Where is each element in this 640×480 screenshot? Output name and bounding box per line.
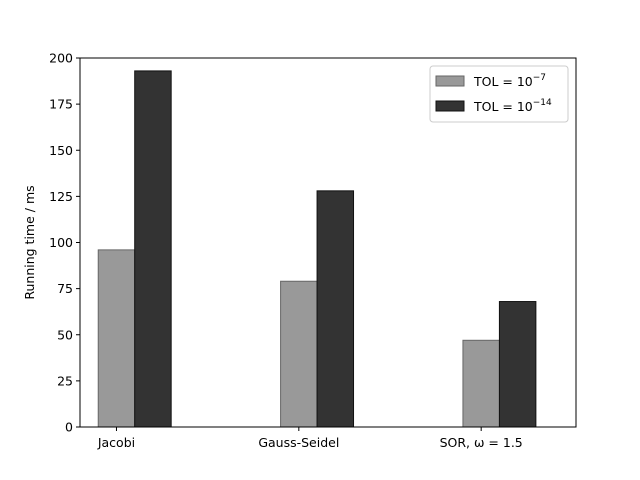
legend-label-2: TOL = 10−14 — [473, 98, 552, 114]
y-tick-label: 200 — [49, 51, 73, 66]
legend-label-exponent: −14 — [533, 98, 552, 108]
legend-label-exponent: −7 — [533, 73, 546, 83]
bar-series-1-1 — [280, 280, 318, 428]
y-axis-label: Running time / ms — [22, 185, 37, 299]
x-tick-label: Gauss-Seidel — [258, 435, 339, 450]
y-tick-label: 175 — [49, 97, 73, 112]
bar-series-2-1 — [316, 190, 355, 428]
y-axis: 0 25 50 75 100 125 150 175 200 — [49, 51, 80, 435]
legend-swatch-1 — [435, 75, 465, 87]
bars-layer — [97, 70, 537, 428]
y-tick-label: 25 — [57, 373, 73, 388]
bar-series-1-2 — [462, 339, 500, 428]
x-tick-label: SOR, ω = 1.5 — [440, 435, 523, 450]
bar-series-2-0 — [134, 70, 172, 428]
y-tick-label: 0 — [65, 420, 73, 435]
legend-swatch-2 — [435, 100, 465, 112]
legend-label-base: TOL = 10 — [473, 99, 533, 114]
y-tick-label: 50 — [57, 327, 73, 342]
y-tick-label: 100 — [49, 235, 73, 250]
y-tick-label: 150 — [49, 143, 73, 158]
y-tick-label: 75 — [57, 281, 73, 296]
x-tick-label: Jacobi — [97, 435, 135, 450]
legend-label-1: TOL = 10−7 — [473, 73, 546, 89]
bar-series-2-2 — [498, 301, 537, 428]
x-axis: Jacobi Gauss-Seidel SOR, ω = 1.5 — [97, 427, 523, 450]
bar-series-1-0 — [97, 249, 136, 428]
legend-label-base: TOL = 10 — [473, 74, 533, 89]
y-tick-label: 125 — [49, 189, 73, 204]
